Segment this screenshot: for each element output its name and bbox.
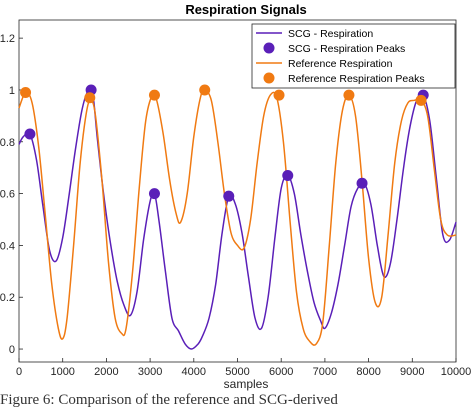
respiration-chart: Respiration Signals 0 1000 2000 3000 4000 500… — [0, 2, 471, 391]
legend-entry-label: SCG - Respiration Peaks — [288, 43, 405, 55]
series-point-3 — [199, 84, 211, 96]
x-tick-label: 5000 — [225, 366, 249, 378]
x-tick-label: 9000 — [400, 366, 424, 378]
x-tick-label: 2000 — [94, 366, 118, 378]
series-point-1 — [356, 177, 368, 189]
x-tick-label: 8000 — [356, 366, 380, 378]
series-point-3 — [148, 89, 160, 101]
legend-marker-swatch — [263, 72, 275, 84]
x-tick-label: 0 — [16, 366, 22, 378]
x-tick-label: 4000 — [182, 366, 206, 378]
x-tick-label: 7000 — [313, 366, 337, 378]
series-point-1 — [223, 190, 235, 202]
series-point-1 — [282, 169, 294, 181]
x-tick-label: 3000 — [138, 366, 162, 378]
x-tick-label: 1000 — [50, 366, 74, 378]
series-point-3 — [343, 89, 355, 101]
legend-marker-swatch — [263, 42, 275, 54]
axis-ticks: 0 1000 2000 3000 4000 5000 6000 7000 8000 9000 100… — [0, 33, 471, 378]
series-point-3 — [20, 87, 32, 99]
y-tick-label: 1 — [9, 85, 15, 97]
series-points — [20, 84, 429, 202]
series-point-3 — [415, 94, 427, 106]
x-tick-label: 6000 — [269, 366, 293, 378]
figure-caption: Figure 6: Comparison of the reference an… — [0, 392, 338, 408]
y-tick-label: 0.2 — [0, 292, 15, 304]
legend: SCG - Respiration SCG - Respiration Peaks… — [251, 23, 456, 89]
legend-entry-label: Reference Respiration — [288, 58, 393, 70]
legend-entry-label: Reference Respiration Peaks — [288, 73, 425, 85]
series-point-3 — [84, 92, 96, 104]
x-axis-label: samples — [224, 377, 269, 391]
series-point-1 — [24, 128, 36, 140]
y-tick-label: 1.2 — [0, 33, 15, 45]
y-tick-label: 0.4 — [0, 240, 15, 252]
legend-entry-label: SCG - Respiration — [288, 28, 373, 40]
y-tick-label: 0.8 — [0, 137, 15, 149]
series-line-2 — [18, 89, 457, 346]
y-tick-label: 0.6 — [0, 189, 15, 201]
chart-title: Respiration Signals — [185, 2, 306, 17]
x-tick-label: 10000 — [441, 366, 472, 378]
legend-box — [251, 23, 456, 89]
series-point-3 — [273, 89, 285, 101]
series-point-1 — [148, 188, 160, 200]
y-tick-label: 0 — [9, 344, 15, 356]
